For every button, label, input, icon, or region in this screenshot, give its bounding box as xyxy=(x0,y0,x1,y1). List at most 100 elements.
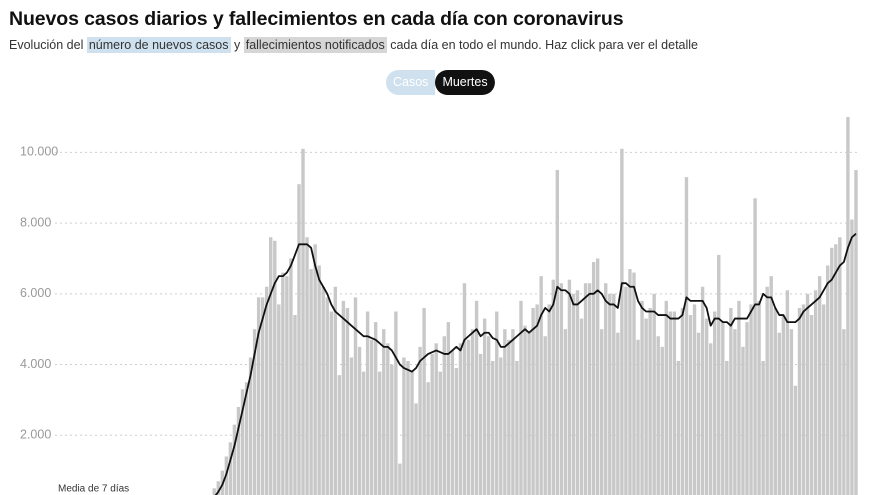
bar xyxy=(236,406,241,495)
y-tick-label: 2.000 xyxy=(20,428,51,442)
bar xyxy=(458,343,463,495)
bar xyxy=(713,311,717,495)
bar xyxy=(555,170,560,495)
subtitle-text: cada día en todo el mundo. Haz click par… xyxy=(390,38,699,52)
bar xyxy=(511,329,515,495)
bar xyxy=(329,311,333,495)
bar xyxy=(426,382,430,495)
bar xyxy=(547,304,551,495)
bar xyxy=(817,276,822,495)
bar xyxy=(309,269,313,495)
bar xyxy=(842,329,846,495)
bar xyxy=(349,357,354,495)
bar xyxy=(826,265,830,495)
bar xyxy=(305,237,309,495)
bar xyxy=(289,258,293,495)
bar xyxy=(636,339,640,495)
bar xyxy=(696,332,701,495)
bar xyxy=(793,385,798,495)
bar xyxy=(632,272,636,495)
bar xyxy=(676,361,681,495)
bar xyxy=(579,318,584,495)
bar xyxy=(252,329,257,495)
subtitle-highlight[interactable]: número de nuevos casos xyxy=(86,37,231,53)
bar xyxy=(559,283,564,495)
subtitle-highlight[interactable]: fallecimientos notificados xyxy=(243,37,387,53)
bar xyxy=(418,346,422,495)
bar xyxy=(692,304,697,495)
bar xyxy=(688,315,693,495)
bar xyxy=(745,322,749,495)
bar xyxy=(531,307,535,495)
bar xyxy=(761,361,765,495)
bar xyxy=(434,343,438,495)
bar xyxy=(850,219,854,495)
bar xyxy=(442,336,446,495)
bar xyxy=(640,300,644,495)
bar xyxy=(466,339,471,495)
bar xyxy=(361,371,366,495)
bar xyxy=(369,339,374,495)
bar xyxy=(684,177,689,495)
bar xyxy=(717,254,721,495)
bar xyxy=(373,322,378,495)
bar xyxy=(789,329,794,495)
bar xyxy=(260,297,265,495)
bar xyxy=(563,329,568,495)
bar xyxy=(830,247,834,495)
bar xyxy=(801,304,806,495)
bar xyxy=(450,350,455,495)
bar xyxy=(503,329,507,495)
bar xyxy=(595,258,600,495)
bar xyxy=(543,336,547,495)
bar xyxy=(523,325,527,495)
bar xyxy=(519,300,523,495)
bar xyxy=(680,307,685,495)
bar xyxy=(652,293,656,495)
subtitle: Evolución del número de nuevos casos y f… xyxy=(9,37,699,53)
toggle-button[interactable]: Muertes xyxy=(435,70,495,95)
bar xyxy=(809,315,814,495)
bar xyxy=(773,307,777,495)
subtitle-text: Evolución del xyxy=(9,38,84,52)
bar xyxy=(708,343,713,495)
bar xyxy=(567,279,572,495)
bar xyxy=(297,184,301,495)
bar xyxy=(313,244,317,495)
bar xyxy=(293,315,297,495)
bar xyxy=(507,339,511,495)
bar xyxy=(668,311,673,495)
bar xyxy=(644,318,648,495)
bar xyxy=(248,357,253,495)
bar xyxy=(539,276,543,495)
bar xyxy=(365,311,370,495)
bar xyxy=(353,297,358,495)
bar xyxy=(357,346,362,495)
bar xyxy=(797,307,802,495)
bar xyxy=(583,283,588,495)
bar xyxy=(551,279,555,495)
bar xyxy=(672,311,677,495)
subtitle-text: y xyxy=(234,38,241,52)
bar xyxy=(474,300,479,495)
bar xyxy=(491,361,495,495)
bar xyxy=(495,311,499,495)
bar xyxy=(422,307,426,495)
bar xyxy=(337,375,342,495)
bar xyxy=(228,442,233,495)
bar xyxy=(454,368,459,495)
bar xyxy=(277,304,281,495)
bar xyxy=(325,297,329,495)
bar xyxy=(470,329,475,495)
bar xyxy=(414,403,418,495)
bar xyxy=(515,361,519,495)
bar xyxy=(834,244,838,495)
bar xyxy=(269,237,273,495)
toggle-button[interactable]: Casos xyxy=(386,70,436,95)
bar xyxy=(285,276,289,495)
bar xyxy=(341,300,346,495)
bar xyxy=(382,329,386,495)
bar xyxy=(624,286,628,495)
bar xyxy=(765,286,769,495)
